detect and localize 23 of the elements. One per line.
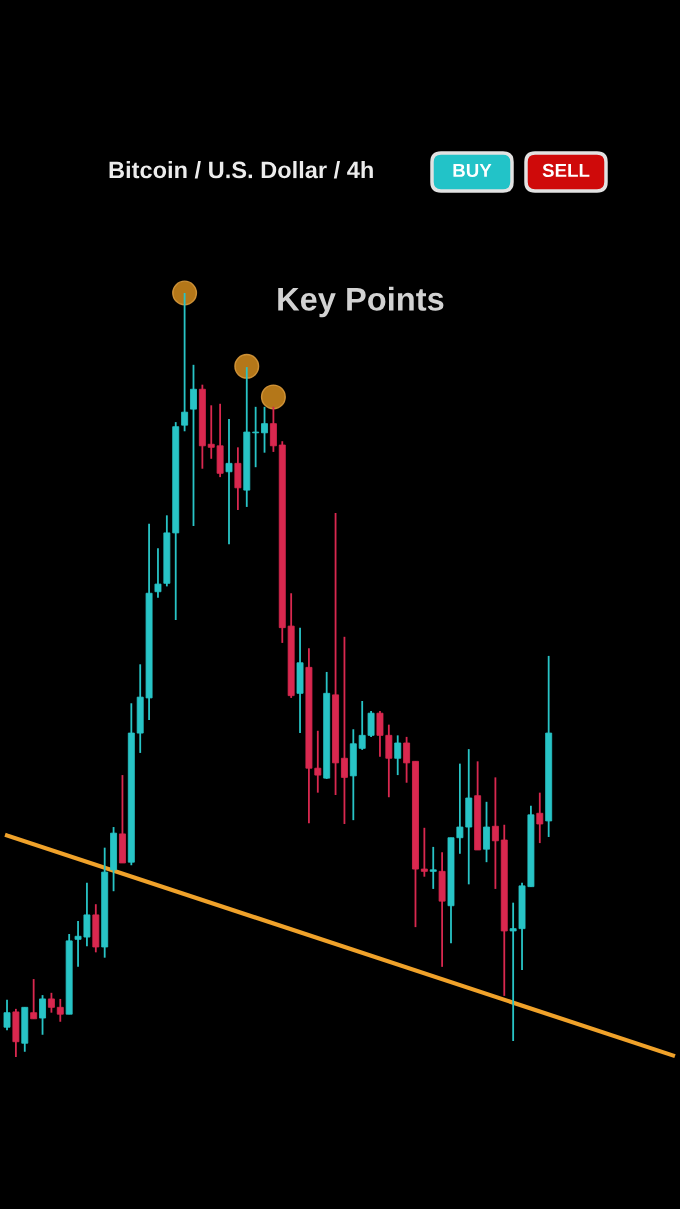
candlestick — [3, 998, 11, 1032]
candlestick — [341, 635, 348, 825]
chart-subtitle: Key Points — [278, 286, 444, 318]
candlestick — [429, 845, 437, 890]
candlestick — [39, 994, 46, 1036]
candlestick — [190, 363, 197, 527]
candlestick — [483, 800, 490, 864]
candlestick — [536, 791, 544, 844]
text: BUY — [453, 163, 492, 178]
candlestick — [225, 418, 233, 546]
candlestick — [403, 735, 411, 784]
candlestick — [181, 292, 189, 433]
candlestick — [261, 405, 268, 454]
chart-title: Bitcoin / U.S. Dollar / 4h — [109, 161, 373, 179]
text: SELL — [542, 163, 590, 178]
candlestick — [252, 405, 260, 469]
candlestick — [56, 998, 64, 1023]
candlestick — [394, 734, 402, 776]
candlestick — [30, 978, 38, 1020]
candlestick — [491, 776, 499, 890]
candlestick — [269, 405, 277, 453]
candlestick — [47, 991, 55, 1014]
candlestick — [420, 826, 428, 878]
